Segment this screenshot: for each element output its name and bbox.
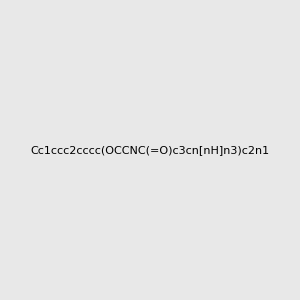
Text: Cc1ccc2cccc(OCCNC(=O)c3cn[nH]n3)c2n1: Cc1ccc2cccc(OCCNC(=O)c3cn[nH]n3)c2n1 bbox=[30, 145, 270, 155]
